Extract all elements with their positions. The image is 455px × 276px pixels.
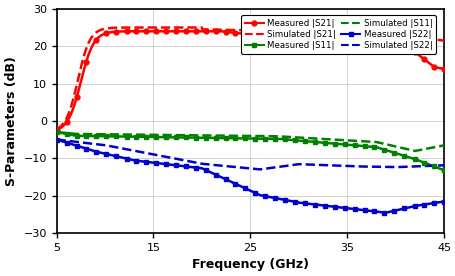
Y-axis label: S-Parameters (dB): S-Parameters (dB) (5, 56, 18, 186)
Legend: Measured |S21|, Simulated |S21|, Measured |S11|, Simulated |S11|, Measured |S22|: Measured |S21|, Simulated |S21|, Measure… (241, 15, 435, 54)
X-axis label: Frequency (GHz): Frequency (GHz) (192, 258, 308, 271)
